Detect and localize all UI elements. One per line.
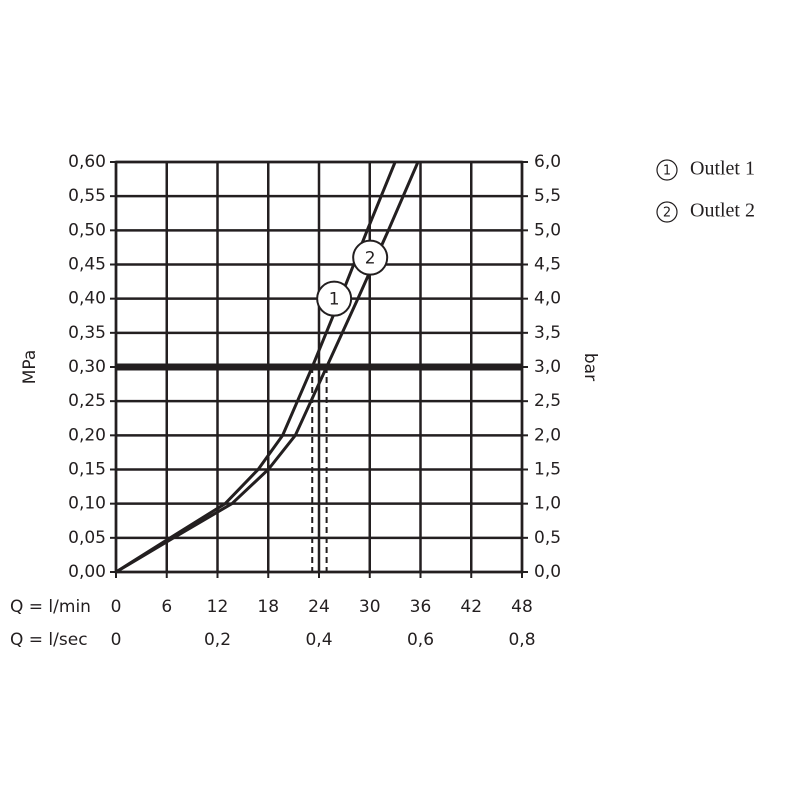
x2-tick-label: 0: [111, 630, 122, 650]
x-tick-label: 48: [511, 597, 533, 617]
legend-marker: 1: [663, 164, 671, 179]
x2-tick-label: 0,2: [204, 630, 231, 650]
y2-tick-label: 2,5: [534, 391, 561, 411]
x-tick-label: 42: [460, 597, 482, 617]
y-tick-label: 0,10: [68, 494, 106, 514]
y2-tick-label: 1,0: [534, 494, 561, 514]
legend-marker: 2: [663, 206, 671, 221]
x2-tick-label: 0,4: [305, 630, 332, 650]
y-tick-label: 0,50: [68, 220, 106, 240]
y-tick-label: 0,00: [68, 562, 106, 582]
y2-tick-label: 0,5: [534, 528, 561, 548]
y-tick-label: 0,30: [68, 357, 106, 377]
y-tick-label: 0,15: [68, 460, 106, 480]
curve-label: 2: [365, 249, 376, 269]
x-tick-label: 18: [257, 597, 279, 617]
x-tick-label: 30: [359, 597, 381, 617]
y-tick-label: 0,25: [68, 391, 106, 411]
y-axis-label: MPa: [20, 350, 40, 385]
y2-tick-label: 4,5: [534, 255, 561, 275]
x-tick-label: 6: [161, 597, 172, 617]
legend-circle: [656, 159, 678, 181]
legend-circle: [656, 201, 678, 223]
curve-label-circle: [316, 280, 353, 317]
y2-tick-label: 5,5: [534, 186, 561, 206]
x2-tick-label: 0,6: [407, 630, 434, 650]
x-axis-label: Q = l/min: [10, 597, 91, 617]
y-tick-label: 0,60: [68, 152, 106, 172]
y2-tick-label: 3,0: [534, 357, 561, 377]
y2-axis-label: bar: [580, 353, 600, 381]
x-tick-label: 0: [111, 597, 122, 617]
y-tick-label: 0,05: [68, 528, 106, 548]
y2-tick-label: 4,0: [534, 289, 561, 309]
x-tick-label: 36: [410, 597, 432, 617]
y-tick-label: 0,55: [68, 186, 106, 206]
y2-tick-label: 0,0: [534, 562, 561, 582]
y2-tick-label: 2,0: [534, 425, 561, 445]
x2-tick-label: 0,8: [508, 630, 535, 650]
y2-tick-label: 5,0: [534, 220, 561, 240]
y-tick-label: 0,45: [68, 255, 106, 275]
y2-tick-label: 1,5: [534, 460, 561, 480]
legend-label: Outlet 1: [690, 158, 755, 180]
curve-label: 1: [329, 290, 340, 310]
y-tick-label: 0,35: [68, 323, 106, 343]
y-tick-label: 0,40: [68, 289, 106, 309]
x2-axis-label: Q = l/sec: [10, 630, 88, 650]
x-tick-label: 24: [308, 597, 330, 617]
y-tick-label: 0,20: [68, 425, 106, 445]
curve-label-circle: [352, 239, 389, 276]
y2-tick-label: 6,0: [534, 152, 561, 172]
y2-tick-label: 3,5: [534, 323, 561, 343]
legend-label: Outlet 2: [690, 200, 755, 222]
x-tick-label: 12: [207, 597, 229, 617]
